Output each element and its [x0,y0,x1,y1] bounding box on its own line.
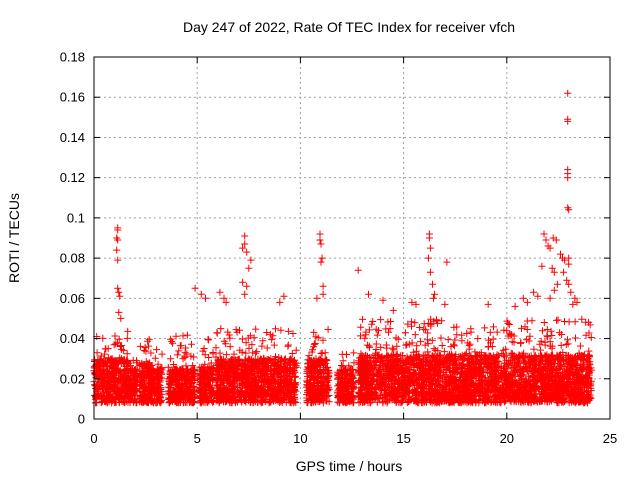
tick-labels: 0 0.02 0.04 0.06 0.08 0.1 0.12 0.14 0.16 0.18 0 5 10… [60,50,618,447]
y-tick-label: 0 [78,412,85,427]
y-tick-label: 0.08 [60,251,85,266]
x-tick-label: 10 [293,431,307,446]
y-tick-label: 0.18 [60,50,85,65]
x-tick-label: 20 [500,431,514,446]
plot-frame [93,56,611,420]
data-points [90,89,595,407]
y-tick-label: 0.16 [60,90,85,105]
y-tick-label: 0.04 [60,331,85,346]
axis-ticks [93,56,611,420]
y-tick-label: 0.14 [60,130,85,145]
roti-point-markers [113,89,592,407]
y-tick-label: 0.06 [60,291,85,306]
y-tick-label: 0.12 [60,170,85,185]
y-axis-label: ROTI / TECUs [6,193,22,283]
y-tick-label: 0.02 [60,371,85,386]
x-axis-label: GPS time / hours [296,458,403,474]
chart-title: Day 247 of 2022, Rate Of TEC Index for r… [183,19,515,35]
x-tick-label: 15 [396,431,410,446]
roti-point-markers [146,331,217,407]
x-tick-label: 0 [90,431,97,446]
y-tick-label: 0.1 [67,210,85,225]
x-tick-label: 25 [603,431,617,446]
roti-point-markers [212,325,333,407]
x-tick-label: 5 [194,431,201,446]
